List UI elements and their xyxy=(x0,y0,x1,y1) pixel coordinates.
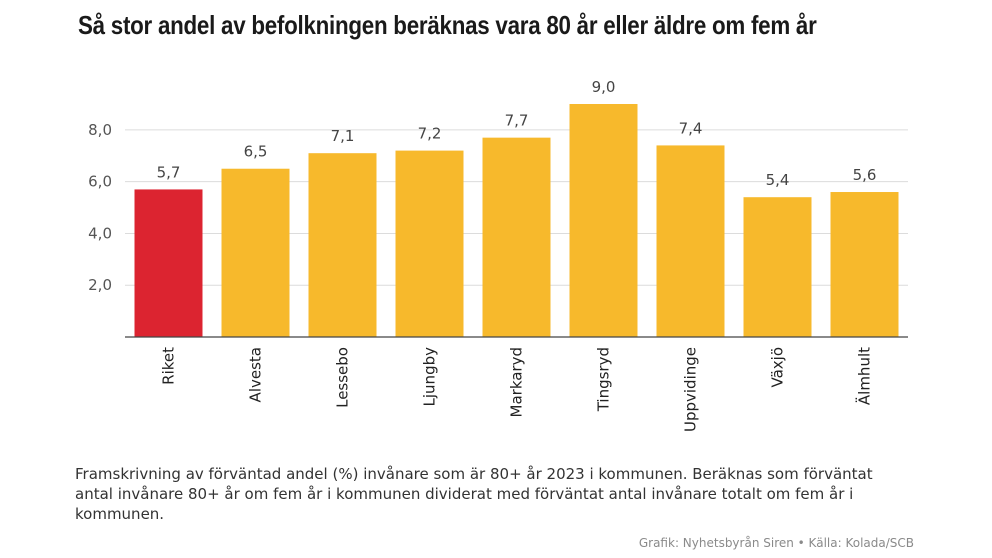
bar-chart: 2,0 4,0 6,0 8,0 5,7 6,5 7,1 7,2 7,7 9,0 7,4 5,4 5,6… xyxy=(88,78,908,432)
bar-tingsryd xyxy=(569,104,638,337)
category-label: Älmhult xyxy=(855,347,874,405)
category-label: Tingsryd xyxy=(595,347,613,412)
bar-riket xyxy=(134,189,203,337)
bars xyxy=(134,104,899,337)
category-label: Växjö xyxy=(769,347,787,388)
value-label: 7,4 xyxy=(679,119,703,137)
y-axis-tick-labels: 2,0 4,0 6,0 8,0 xyxy=(88,121,112,294)
category-label: Riket xyxy=(160,347,178,385)
y-tick-label: 8,0 xyxy=(88,121,112,139)
bar-uppvidinge xyxy=(656,145,725,337)
y-tick-label: 4,0 xyxy=(88,224,112,242)
category-label: Lessebo xyxy=(334,347,352,408)
value-label: 7,2 xyxy=(418,125,442,143)
chart-title: Så stor andel av befolkningen beräknas v… xyxy=(78,10,817,40)
value-label: 7,7 xyxy=(505,112,529,130)
value-labels: 5,7 6,5 7,1 7,2 7,7 9,0 7,4 5,4 5,6 xyxy=(157,78,877,189)
value-label: 5,7 xyxy=(157,163,181,181)
chart-description: Framskrivning av förväntad andel (%) inv… xyxy=(75,465,873,523)
value-label: 5,6 xyxy=(853,166,877,184)
bar-alvesta xyxy=(221,168,290,337)
value-label: 7,1 xyxy=(331,127,355,145)
x-axis-category-labels: Riket Alvesta Lessebo Ljungby Markaryd Tingsr… xyxy=(160,347,874,432)
bar-lessebo xyxy=(308,153,377,337)
bar-älmhult xyxy=(830,192,899,337)
bar-ljungby xyxy=(395,150,464,337)
value-label: 5,4 xyxy=(766,171,790,189)
value-label: 9,0 xyxy=(592,78,616,96)
y-tick-label: 6,0 xyxy=(88,173,112,191)
category-label: Ljungby xyxy=(421,347,439,407)
bar-markaryd xyxy=(482,137,551,337)
y-tick-label: 2,0 xyxy=(88,276,112,294)
category-label: Uppvidinge xyxy=(682,347,700,432)
source-credit: Grafik: Nyhetsbyrån Siren • Källa: Kolad… xyxy=(638,536,914,550)
bar-växjö xyxy=(743,197,812,337)
category-label: Markaryd xyxy=(508,347,526,417)
category-label: Alvesta xyxy=(247,347,265,402)
value-label: 6,5 xyxy=(244,143,268,161)
